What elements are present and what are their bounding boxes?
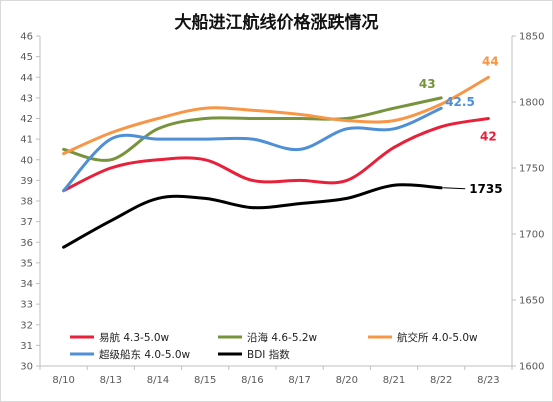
data-point-4 bbox=[251, 206, 254, 209]
data-point-4 bbox=[62, 246, 65, 249]
series-line-0 bbox=[62, 117, 490, 193]
x-tick-label: 8/10 bbox=[52, 375, 74, 386]
y-left-tick-label: 46 bbox=[20, 32, 33, 43]
y-left-tick-label: 35 bbox=[20, 258, 33, 269]
data-point-0 bbox=[251, 179, 254, 182]
data-point-2 bbox=[62, 152, 65, 155]
data-point-3 bbox=[62, 189, 65, 192]
data-point-0 bbox=[392, 146, 396, 149]
data-point-0 bbox=[204, 158, 207, 161]
legend-label-0: 易航 4.3-5.0w bbox=[99, 331, 170, 344]
x-tick-label: 8/22 bbox=[430, 375, 452, 386]
data-point-2 bbox=[392, 119, 396, 122]
x-tick-label: 8/13 bbox=[100, 375, 122, 386]
legend-label-3: 超级船东 4.0-5.0w bbox=[99, 348, 191, 361]
data-point-3 bbox=[392, 127, 396, 131]
y-left-tick-label: 37 bbox=[20, 217, 33, 228]
data-point-1 bbox=[204, 117, 207, 120]
data-point-3 bbox=[440, 106, 443, 110]
y-right-tick-label: 1700 bbox=[519, 230, 544, 241]
y-left-tick-label: 34 bbox=[20, 279, 33, 290]
y-left-tick-label: 31 bbox=[20, 341, 33, 352]
y-left-tick-label: 45 bbox=[20, 52, 33, 63]
data-point-1 bbox=[109, 158, 113, 161]
data-point-4 bbox=[298, 202, 301, 205]
x-tick-label: 8/17 bbox=[288, 375, 310, 386]
legend-label-2: 航交所 4.0-5.0w bbox=[397, 331, 478, 344]
data-point-3 bbox=[298, 148, 301, 151]
x-tick-label: 8/20 bbox=[336, 375, 358, 386]
x-tick-label: 8/16 bbox=[241, 375, 263, 386]
data-point-0 bbox=[345, 179, 348, 182]
bdi-label-leader bbox=[443, 187, 466, 190]
data-point-4 bbox=[392, 183, 396, 187]
data-point-2 bbox=[109, 131, 113, 135]
data-point-2 bbox=[204, 106, 207, 110]
series-line-4 bbox=[62, 183, 443, 249]
y-left-tick-label: 42 bbox=[20, 114, 33, 125]
series-end-label-4: 1735 bbox=[469, 182, 502, 196]
legend-label-4: BDI 指数 bbox=[247, 348, 290, 361]
data-point-2 bbox=[298, 113, 301, 116]
data-point-2 bbox=[251, 109, 254, 112]
data-point-1 bbox=[156, 127, 160, 131]
y-right-tick-label: 1850 bbox=[519, 32, 544, 43]
x-tick-label: 8/21 bbox=[383, 375, 405, 386]
data-point-1 bbox=[251, 117, 254, 120]
y-left-tick-label: 44 bbox=[20, 73, 33, 84]
data-point-2 bbox=[487, 76, 490, 79]
y-right-tick-label: 1750 bbox=[519, 164, 544, 175]
y-left-tick-label: 32 bbox=[20, 320, 33, 331]
y-left-tick-label: 33 bbox=[20, 300, 33, 311]
data-point-4 bbox=[109, 219, 113, 222]
series-end-label-1: 43 bbox=[419, 77, 436, 91]
y-right-tick-label: 1600 bbox=[519, 362, 544, 373]
data-point-4 bbox=[345, 197, 348, 200]
x-tick-label: 8/23 bbox=[477, 375, 499, 386]
data-point-2 bbox=[156, 117, 160, 120]
data-point-0 bbox=[440, 125, 443, 128]
data-point-2 bbox=[345, 119, 348, 122]
data-point-3 bbox=[204, 137, 207, 141]
data-point-4 bbox=[156, 197, 160, 200]
x-tick-label: 8/14 bbox=[147, 375, 169, 386]
data-point-3 bbox=[109, 137, 113, 141]
y-left-tick-label: 43 bbox=[20, 93, 33, 104]
y-left-tick-label: 40 bbox=[20, 155, 33, 166]
data-point-3 bbox=[156, 137, 160, 141]
legend-label-1: 沿海 4.6-5.2w bbox=[247, 331, 318, 344]
data-point-4 bbox=[440, 186, 443, 189]
data-point-2 bbox=[440, 102, 443, 106]
y-left-tick-label: 36 bbox=[20, 238, 33, 249]
series-end-label-3: 42.5 bbox=[445, 95, 475, 109]
y-right-tick-label: 1800 bbox=[519, 98, 544, 109]
data-point-1 bbox=[298, 117, 301, 120]
data-point-1 bbox=[392, 106, 396, 110]
data-point-0 bbox=[156, 158, 160, 161]
chart-title: 大船进江航线价格涨跌情况 bbox=[174, 13, 379, 33]
y-right-tick-label: 1650 bbox=[519, 296, 544, 307]
y-left-tick-label: 41 bbox=[20, 135, 33, 146]
y-left-tick-label: 38 bbox=[20, 197, 33, 208]
series-end-label-0: 42 bbox=[480, 130, 497, 144]
series-end-label-2: 44 bbox=[482, 54, 499, 68]
y-left-tick-label: 30 bbox=[20, 362, 33, 373]
x-tick-label: 8/15 bbox=[194, 375, 216, 386]
data-point-0 bbox=[109, 166, 113, 170]
series-line-2 bbox=[62, 75, 490, 156]
data-point-3 bbox=[345, 127, 348, 131]
data-point-4 bbox=[204, 197, 207, 200]
data-point-0 bbox=[487, 117, 490, 120]
data-point-1 bbox=[440, 96, 443, 100]
data-point-1 bbox=[62, 148, 65, 151]
data-point-0 bbox=[298, 179, 301, 182]
data-point-3 bbox=[251, 137, 254, 141]
y-left-tick-label: 39 bbox=[20, 176, 33, 187]
